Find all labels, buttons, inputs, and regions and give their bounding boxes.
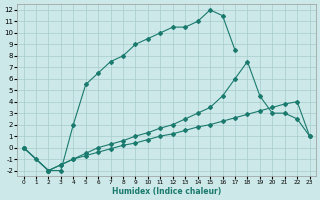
X-axis label: Humidex (Indice chaleur): Humidex (Indice chaleur) [112,187,221,196]
